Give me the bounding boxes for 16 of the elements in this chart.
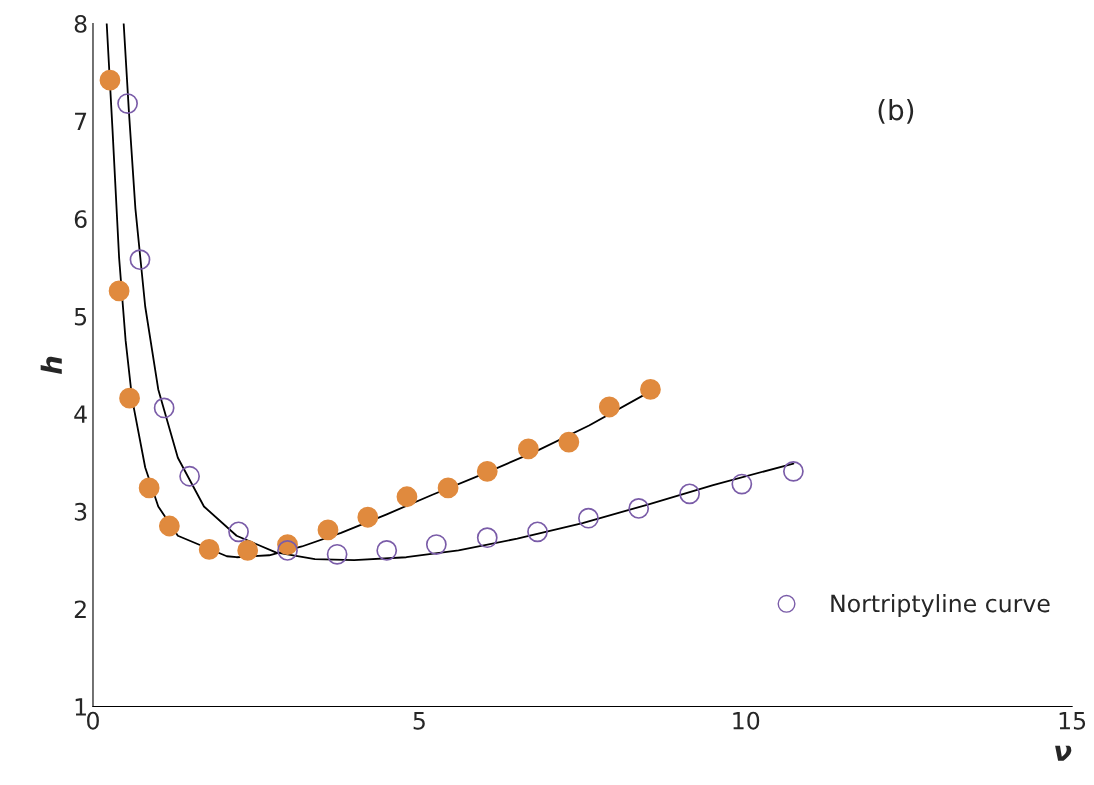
y-tick-label: 8 xyxy=(74,15,87,33)
x-tick-label: 10 xyxy=(733,711,760,730)
y-tick-label: 4 xyxy=(74,405,87,423)
y-tick-label: 1 xyxy=(75,698,86,716)
y-tick-label: 7 xyxy=(75,112,87,131)
y-axis-title: h xyxy=(40,356,62,375)
x-tick-label: 15 xyxy=(1059,712,1086,730)
legend-label: Nortriptyline curve xyxy=(831,594,1050,617)
x-axis-title: ν xyxy=(1055,745,1072,761)
x-tick-label: 5 xyxy=(413,712,425,730)
y-tick-label: 6 xyxy=(74,210,87,228)
y-tick-label: 5 xyxy=(74,308,87,326)
y-tick-label: 2 xyxy=(74,600,86,618)
x-tick-label: 0 xyxy=(87,711,99,730)
y-tick-label: 3 xyxy=(74,502,87,521)
annotation: (b) xyxy=(878,98,914,124)
